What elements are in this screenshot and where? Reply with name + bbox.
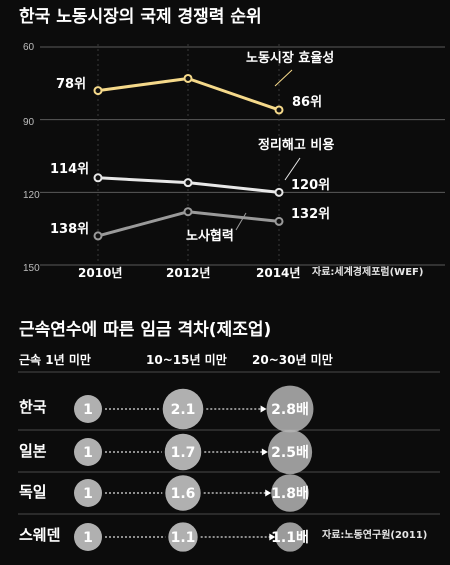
series-name-efficiency: 노동시장 효율성 [246, 51, 335, 66]
ranking-line-chart [40, 44, 445, 268]
bubble-2-1 [165, 475, 201, 511]
series-name-labor-cooperation: 노사협력 [186, 229, 234, 244]
chart2-source: 자료:노동연구원(2011) [322, 530, 428, 541]
bubble-2-2 [271, 474, 309, 512]
category-10-15yr: 10~15년 미만 [146, 353, 227, 367]
x-label-2010: 2010년 [78, 266, 123, 280]
x-label-2014: 2014년 [256, 266, 301, 280]
bubble-3-1 [168, 522, 198, 552]
category-20-30yr: 20~30년 미만 [252, 353, 333, 367]
country-korea: 한국 [19, 398, 47, 416]
bubble-1-1 [164, 433, 202, 471]
leader-efficiency [274, 69, 293, 87]
bubble-1-0 [74, 438, 102, 466]
bubble-label-2-1: 1.6 [171, 486, 196, 502]
chart1-source: 자료:세계경제포럼(WEF) [312, 267, 424, 278]
bubble-0-1 [162, 388, 204, 430]
x-label-2012: 2012년 [166, 266, 211, 280]
category-under-1yr: 근속 1년 미만 [19, 353, 91, 367]
bubble-label-1-1: 1.7 [171, 445, 196, 461]
point-1-2 [274, 187, 284, 197]
ytick-150: 150 [23, 263, 40, 274]
arrow-0 [260, 405, 267, 413]
bubble-label-3-0: 1 [83, 530, 93, 546]
label-dismissal-2014: 120위 [291, 178, 331, 193]
label-efficiency-2010: 78위 [56, 77, 87, 92]
bubble-label-1-0: 1 [83, 445, 93, 461]
bubble-0-0 [74, 395, 102, 423]
point-2-0 [93, 231, 103, 241]
leader-dismissal [284, 157, 301, 181]
bubble-label-0-0: 1 [83, 402, 93, 418]
bubble-1-2 [267, 429, 313, 475]
bubble-3-0 [74, 523, 102, 551]
chart1-title: 한국 노동시장의 국제 경쟁력 순위 [19, 7, 262, 27]
label-coop-2014: 132위 [291, 207, 331, 222]
point-0-1 [183, 73, 193, 83]
point-0-2 [274, 105, 284, 115]
bubble-3-2 [275, 522, 305, 552]
country-japan: 일본 [19, 442, 47, 460]
point-0-0 [93, 86, 103, 96]
point-2-2 [274, 216, 284, 226]
ytick-120: 120 [23, 190, 40, 201]
bubble-label-1-2: 2.5배 [271, 445, 309, 461]
arrow-2 [265, 489, 272, 497]
label-coop-2010: 138위 [50, 222, 90, 237]
label-dismissal-2010: 114위 [50, 162, 90, 177]
point-1-0 [93, 173, 103, 183]
bubble-2-0 [74, 479, 102, 507]
bubble-0-2 [266, 385, 314, 433]
arrow-1 [261, 448, 268, 456]
country-sweden: 스웨덴 [19, 526, 61, 544]
country-germany: 독일 [19, 483, 47, 501]
chart2-title: 근속연수에 따른 임금 격차(제조업) [19, 320, 272, 340]
bubble-label-0-1: 2.1 [171, 402, 196, 418]
bubble-label-3-1: 1.1 [171, 530, 196, 546]
ytick-60: 60 [23, 42, 35, 53]
arrow-3 [269, 533, 276, 541]
label-efficiency-2014: 86위 [292, 95, 323, 110]
series-name-dismissal-cost: 정리해고 비용 [258, 138, 335, 153]
point-1-1 [183, 178, 193, 188]
ytick-90: 90 [23, 117, 35, 128]
bubble-label-3-2: 1.1배 [271, 530, 309, 546]
leader-coop [235, 212, 247, 231]
bubble-label-0-2: 2.8배 [271, 402, 309, 418]
point-2-1 [183, 207, 193, 217]
bubble-label-2-0: 1 [83, 486, 93, 502]
bubble-label-2-2: 1.8배 [271, 486, 309, 502]
